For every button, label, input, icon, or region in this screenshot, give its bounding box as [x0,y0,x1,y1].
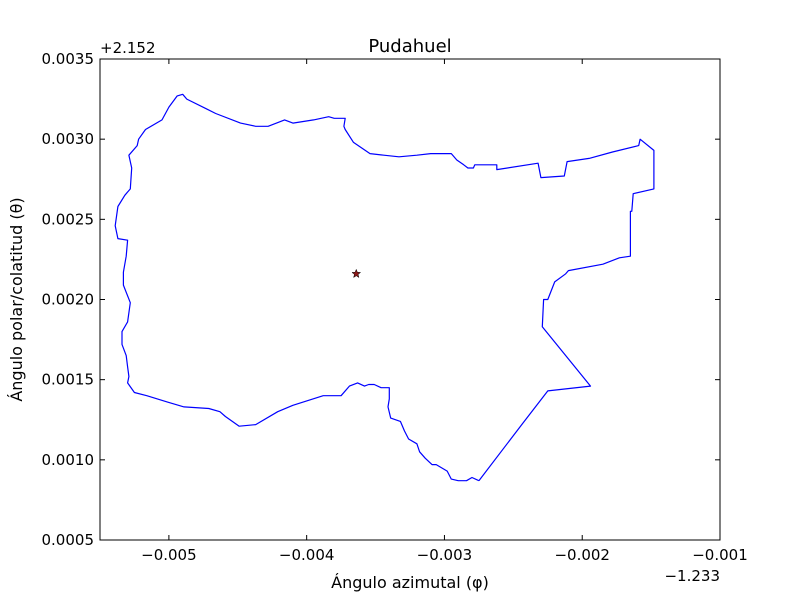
chart-title: Pudahuel [368,36,451,57]
centroid-star-marker [351,268,362,279]
series-group [114,93,655,482]
y-tick-label: 0.0030 [42,130,95,148]
y-tick-label: 0.0010 [42,451,95,469]
y-tick-label: 0.0020 [42,291,95,309]
x-axis-offset-label: −1.233 [664,567,720,585]
ticks-group: −0.005 −0.004 −0.003 −0.002 −0.001 0.0005 0.00… [42,50,748,564]
plot-frame [99,58,721,541]
y-axis-offset-label: +2.152 [100,39,156,57]
y-tick-label: 0.0015 [42,371,95,389]
x-tick-label: −0.004 [279,546,335,564]
x-tick-label: −0.003 [417,546,473,564]
x-tick-label: −0.005 [141,546,197,564]
boundary-line [114,93,655,482]
x-axis-label: Ángulo azimutal (φ) [331,573,489,592]
y-axis-label: Ángulo polar/colatitud (θ) [7,197,26,401]
x-tick-label: −0.002 [554,546,610,564]
y-tick-label: 0.0035 [42,50,95,68]
y-tick-label: 0.0025 [42,210,95,228]
y-tick-label: 0.0005 [42,531,95,549]
x-tick-label: −0.001 [692,546,748,564]
